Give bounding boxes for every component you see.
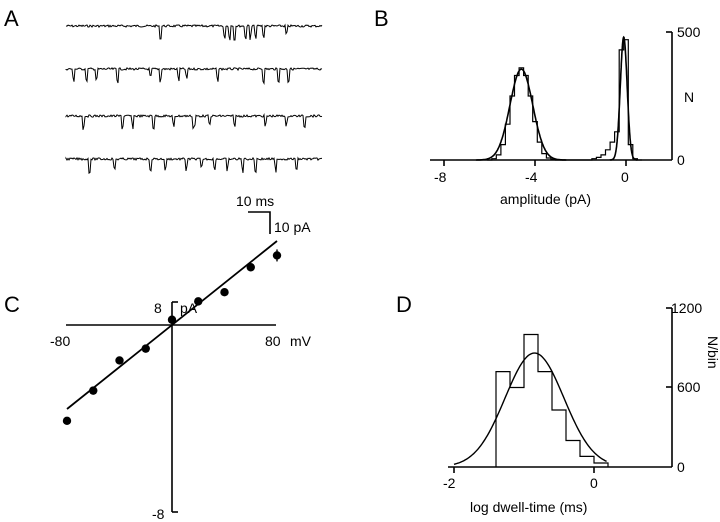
current-trace [65, 113, 323, 130]
panel-b-xlabel: amplitude (pA) [500, 191, 591, 207]
panel-c-yunit: pA [180, 300, 198, 316]
panel-b-ytick-label: 500 [677, 24, 701, 40]
iv-data-point [141, 344, 150, 353]
panel-a-traces [65, 23, 323, 174]
current-trace [65, 156, 322, 174]
panel-d-histogram: -2 0 1200 600 0 N/bin log dwell-time (ms… [443, 300, 720, 515]
panel-c-xunit: mV [290, 333, 312, 349]
iv-data-point [167, 315, 177, 324]
panel-b-xtick-label: -8 [434, 169, 447, 185]
scalebar-lines [248, 211, 271, 234]
panel-a-letter: A [4, 6, 19, 31]
current-trace [65, 23, 323, 41]
panel-c-ytick-label: 8 [154, 300, 162, 316]
panel-c-xtick-label: -80 [50, 333, 70, 349]
panel-c-letter: C [4, 292, 20, 317]
dwell-time-fit-curve [453, 352, 607, 465]
panel-d-ytick-label: 600 [677, 379, 701, 395]
panel-c-xtick-label: 80 [265, 333, 281, 349]
gaussian-fit-curve [475, 68, 567, 161]
gaussian-fit-curve [609, 35, 638, 161]
panel-d-xlabel: log dwell-time (ms) [470, 499, 587, 515]
iv-data-point [62, 416, 72, 426]
panel-b-ylabel: N [684, 89, 694, 105]
iv-data-point [220, 287, 229, 297]
scalebar-current-label: 10 pA [274, 219, 311, 235]
panel-b-histogram: -8 -4 0 500 0 N amplitude (pA) [430, 24, 701, 207]
iv-data-point [89, 386, 98, 395]
current-trace [65, 66, 323, 85]
dwell-time-histogram-bars [495, 333, 609, 467]
iv-fit-line [66, 240, 278, 410]
scalebar-time-label: 10 ms [236, 193, 274, 209]
panel-d-xtick-label: 0 [590, 475, 598, 491]
panel-d-ylabel: N/bin [705, 336, 720, 369]
panel-b-ytick-label: 0 [677, 152, 685, 168]
panel-b-axes [430, 32, 673, 161]
panel-d-ytick-label: 1200 [671, 300, 702, 316]
panel-b-xtick-label: 0 [621, 169, 629, 185]
iv-data-point [194, 297, 203, 306]
iv-data-point [246, 263, 255, 272]
panel-c-ytick-label: -8 [152, 506, 165, 522]
panel-d-letter: D [396, 292, 412, 317]
panel-b-letter: B [374, 6, 389, 31]
panel-c-iv-plot: 8 pA -8 -80 80 mV [50, 240, 312, 522]
panel-d-xtick-label: -2 [443, 475, 456, 491]
panel-d-ytick-label: 0 [677, 459, 685, 475]
panel-c-axes [66, 302, 276, 512]
panel-a-scalebar: 10 ms 10 pA [236, 193, 311, 235]
panel-b-xtick-label: -4 [525, 169, 538, 185]
iv-data-point [115, 356, 124, 365]
